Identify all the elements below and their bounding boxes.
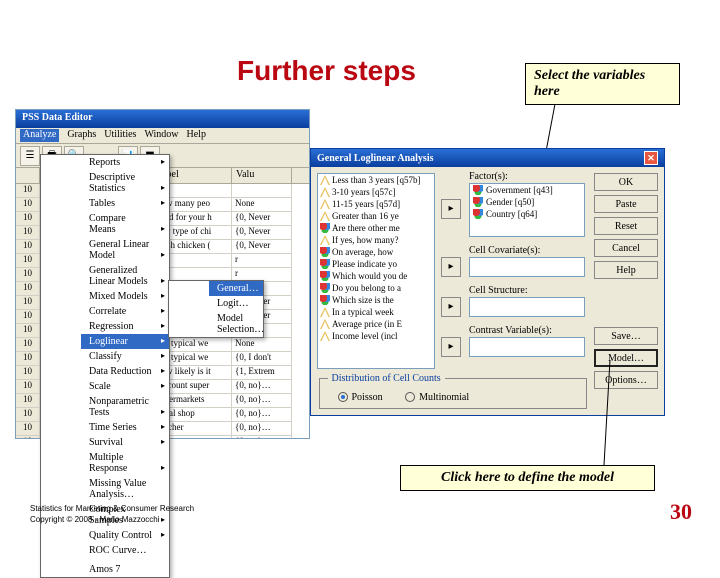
list-item[interactable]: Income level (incl <box>318 330 434 342</box>
menu-item[interactable]: Tables <box>81 196 169 211</box>
move-to-contrast-button[interactable]: ▸ <box>441 337 461 357</box>
submenu-item[interactable]: Logit… <box>209 296 263 311</box>
cellstruct-list[interactable] <box>469 297 585 317</box>
col-header: Valu <box>232 168 292 183</box>
menu-item[interactable]: Nonparametric Tests <box>81 394 169 420</box>
menu-item[interactable]: Quality Control <box>81 528 169 543</box>
paste-button[interactable]: Paste <box>594 195 658 213</box>
menu-analyze[interactable]: Analyze <box>20 129 59 142</box>
cancel-button[interactable]: Cancel <box>594 239 658 257</box>
menu-item[interactable]: Generalized Linear Models <box>81 263 169 289</box>
list-item[interactable]: If yes, how many? <box>318 234 434 246</box>
help-button[interactable]: Help <box>594 261 658 279</box>
menu-item[interactable]: ROC Curve… <box>81 543 169 558</box>
menu-item[interactable]: General Linear Model <box>81 237 169 263</box>
menu-item[interactable]: Scale <box>81 379 169 394</box>
contrast-list[interactable] <box>469 337 585 357</box>
list-item[interactable]: Average price (in E <box>318 318 434 330</box>
save-button[interactable]: Save… <box>594 327 658 345</box>
model-button[interactable]: Model… <box>594 349 658 367</box>
callout-text: Select the variables here <box>534 68 645 99</box>
close-icon[interactable]: ✕ <box>644 151 658 165</box>
factors-list[interactable]: Government [q43]Gender [q50]Country [q64… <box>469 183 585 237</box>
list-item[interactable]: 3-10 years [q57c] <box>318 186 434 198</box>
list-item[interactable]: Please indicate yo <box>318 258 434 270</box>
list-item[interactable]: In a typical week <box>318 306 434 318</box>
callout-select-vars: Select the variables here <box>525 63 680 105</box>
footer-line: Copyright © 2008 - Mario Mazzocchi <box>30 515 194 525</box>
multinomial-radio[interactable]: Multinomial <box>405 392 469 403</box>
distribution-legend: Distribution of Cell Counts <box>328 373 445 384</box>
submenu-item[interactable]: General… <box>209 281 263 296</box>
options-button[interactable]: Options… <box>594 371 658 389</box>
cov-list[interactable] <box>469 257 585 277</box>
callout-define-model: Click here to define the model <box>400 465 655 491</box>
menu-window[interactable]: Window <box>144 129 178 142</box>
list-item[interactable]: 11-15 years [q57d] <box>318 198 434 210</box>
menu-item[interactable]: Descriptive Statistics <box>81 170 169 196</box>
callout-text: Click here to define the model <box>441 470 614 485</box>
menu-graphs[interactable]: Graphs <box>67 129 96 142</box>
factors-label: Factor(s): <box>469 171 508 182</box>
loglinear-dialog: General Loglinear Analysis ✕ Less than 3… <box>310 148 665 416</box>
dialog-title: General Loglinear Analysis <box>317 153 434 164</box>
radio-label: Poisson <box>352 392 383 403</box>
page-number: 30 <box>670 499 692 525</box>
menu-item[interactable]: Reports <box>81 155 169 170</box>
cellstruct-label: Cell Structure: <box>469 285 528 296</box>
menu-item[interactable]: Survival <box>81 435 169 450</box>
source-var-list[interactable]: Less than 3 years [q57b]3-10 years [q57c… <box>317 173 435 369</box>
menu-item[interactable]: Mixed Models <box>81 289 169 304</box>
list-item[interactable]: Government [q43] <box>470 184 584 196</box>
list-item[interactable]: Which size is the <box>318 294 434 306</box>
list-item[interactable]: Do you belong to a <box>318 282 434 294</box>
menu-item[interactable]: Correlate <box>81 304 169 319</box>
contrast-label: Contrast Variable(s): <box>469 325 552 336</box>
menu-item[interactable]: Loglinear <box>81 334 169 349</box>
list-item[interactable]: Country [q64] <box>470 208 584 220</box>
reset-button[interactable]: Reset <box>594 217 658 235</box>
radio-label: Multinomial <box>419 392 469 403</box>
menu-item[interactable]: Missing Value Analysis… <box>81 476 169 502</box>
list-item[interactable]: Which would you de <box>318 270 434 282</box>
menu-item[interactable]: Compare Means <box>81 211 169 237</box>
dialog-titlebar: General Loglinear Analysis ✕ <box>311 149 664 167</box>
poisson-radio[interactable]: Poisson <box>338 392 383 403</box>
covariate-label: Cell Covariate(s): <box>469 245 540 256</box>
list-item[interactable]: Are there other me <box>318 222 434 234</box>
col-header <box>16 168 40 183</box>
menu-item[interactable]: Data Reduction <box>81 364 169 379</box>
list-item[interactable]: On average, how <box>318 246 434 258</box>
distribution-group: Distribution of Cell Counts Poisson Mult… <box>319 373 587 409</box>
menu-item[interactable]: Multiple Response <box>81 450 169 476</box>
list-item[interactable]: Less than 3 years [q57b] <box>318 174 434 186</box>
editor-menubar[interactable]: Analyze Graphs Utilities Window Help <box>16 128 309 144</box>
toolbar-button[interactable]: ☰ <box>20 146 40 166</box>
menu-item[interactable]: Amos 7 <box>81 562 169 577</box>
menu-utilities[interactable]: Utilities <box>104 129 136 142</box>
menu-help[interactable]: Help <box>187 129 206 142</box>
move-to-struct-button[interactable]: ▸ <box>441 297 461 317</box>
list-item[interactable]: Greater than 16 ye <box>318 210 434 222</box>
move-to-cov-button[interactable]: ▸ <box>441 257 461 277</box>
move-to-factors-button[interactable]: ▸ <box>441 199 461 219</box>
list-item[interactable]: Gender [q50] <box>470 196 584 208</box>
menu-item[interactable]: Classify <box>81 349 169 364</box>
footer-line: Statistics for Marketing & Consumer Rese… <box>30 504 194 514</box>
submenu-item[interactable]: Model Selection… <box>209 311 263 337</box>
editor-titlebar: PSS Data Editor <box>16 110 309 128</box>
slide-title: Further steps <box>237 55 416 87</box>
ok-button[interactable]: OK <box>594 173 658 191</box>
loglinear-submenu[interactable]: General…Logit…Model Selection… <box>168 280 264 338</box>
menu-item[interactable]: Time Series <box>81 420 169 435</box>
menu-item[interactable]: Regression <box>81 319 169 334</box>
slide-footer: Statistics for Marketing & Consumer Rese… <box>30 504 194 525</box>
